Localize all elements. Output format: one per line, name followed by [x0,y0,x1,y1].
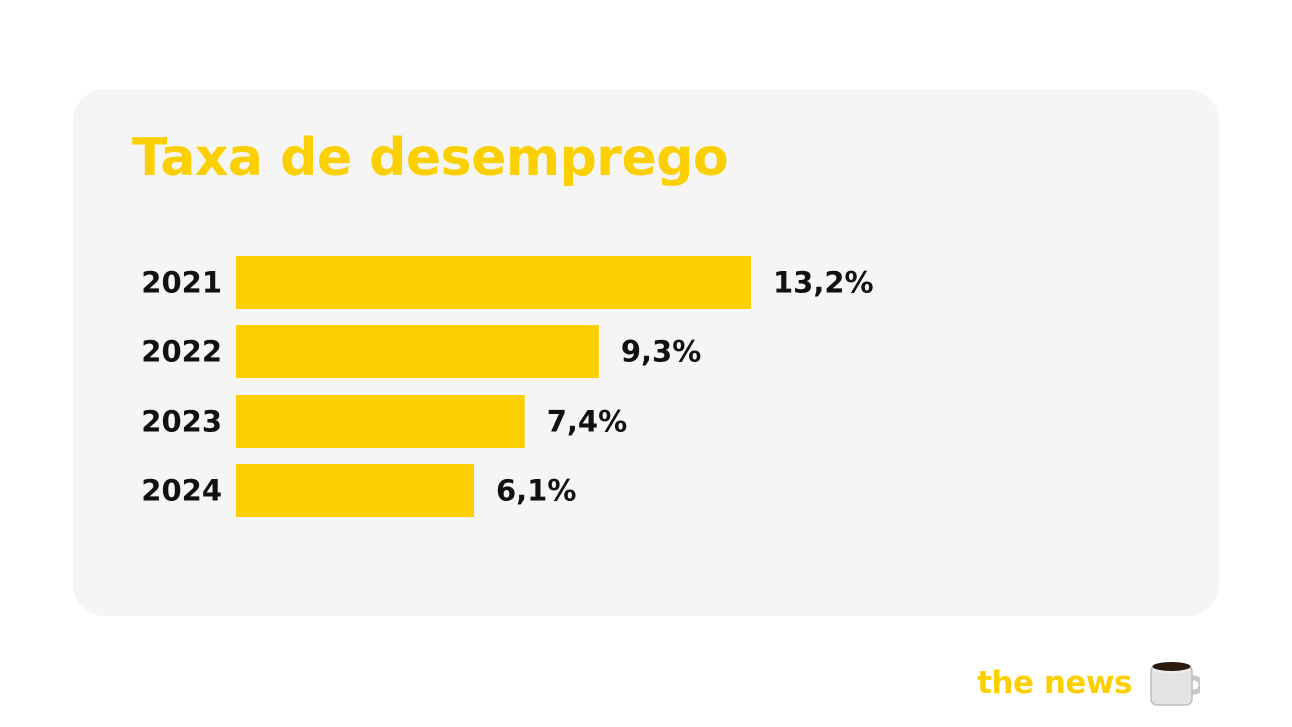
brand-logo: the news [977,656,1200,710]
brand-name: the news [977,665,1132,701]
chart-title: Taxa de desemprego [132,128,729,188]
value-label: 6,1% [496,474,576,508]
category-label: 2022 [141,335,222,369]
bar [236,395,525,448]
bar [236,325,599,378]
coffee-mug-icon [1150,662,1200,706]
category-label: 2023 [141,405,222,439]
category-label: 2024 [141,474,222,508]
bar [236,464,474,517]
bars-group: 2021 13,2% 2022 9,3% 2023 7,4% 2024 6,1% [141,256,874,517]
value-label: 13,2% [773,266,874,300]
value-label: 7,4% [547,405,627,439]
bar [236,256,751,309]
category-label: 2021 [141,266,222,300]
value-label: 9,3% [621,335,701,369]
